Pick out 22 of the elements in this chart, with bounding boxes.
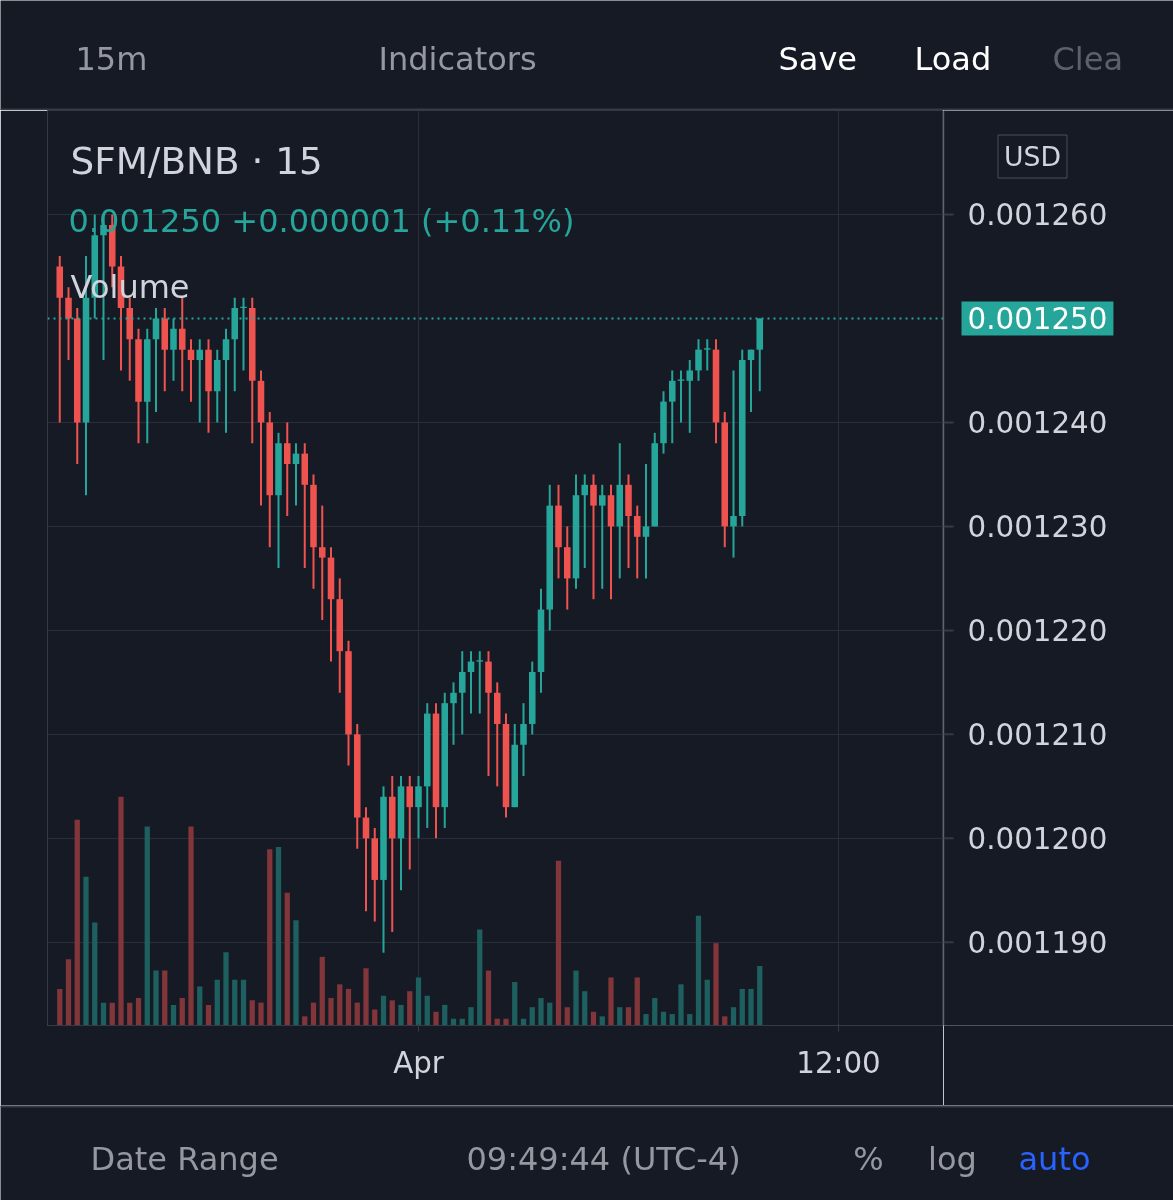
- text: SFM/BNB · 15: [70, 138, 323, 183]
- text: %: [853, 1139, 884, 1178]
- y-tick-label: 0.001220: [967, 614, 1108, 649]
- text: 09:49:44 (UTC-4): [466, 1139, 741, 1178]
- text: Indicators: [378, 39, 537, 78]
- text: Save: [778, 39, 858, 78]
- text: auto: [1018, 1139, 1091, 1178]
- y-tick-label: 0.001210: [967, 718, 1108, 753]
- y-tick-label: 0.001200: [967, 822, 1108, 857]
- text: Clea: [1052, 39, 1124, 78]
- x-tick-label: Apr: [393, 1045, 445, 1080]
- text: 15m: [75, 39, 148, 78]
- text: Date Range: [90, 1139, 279, 1178]
- text: Load: [914, 39, 992, 78]
- x-tick-label: 12:00: [796, 1045, 881, 1080]
- ref-line-label: 0.001250: [967, 302, 1108, 337]
- text: log: [928, 1139, 977, 1178]
- text: USD: [1004, 141, 1061, 172]
- y-tick-label: 0.001260: [967, 198, 1108, 233]
- y-tick-label: 0.001190: [967, 926, 1108, 961]
- y-tick-label: 0.001240: [967, 406, 1108, 441]
- y-tick-label: 0.001230: [967, 510, 1108, 545]
